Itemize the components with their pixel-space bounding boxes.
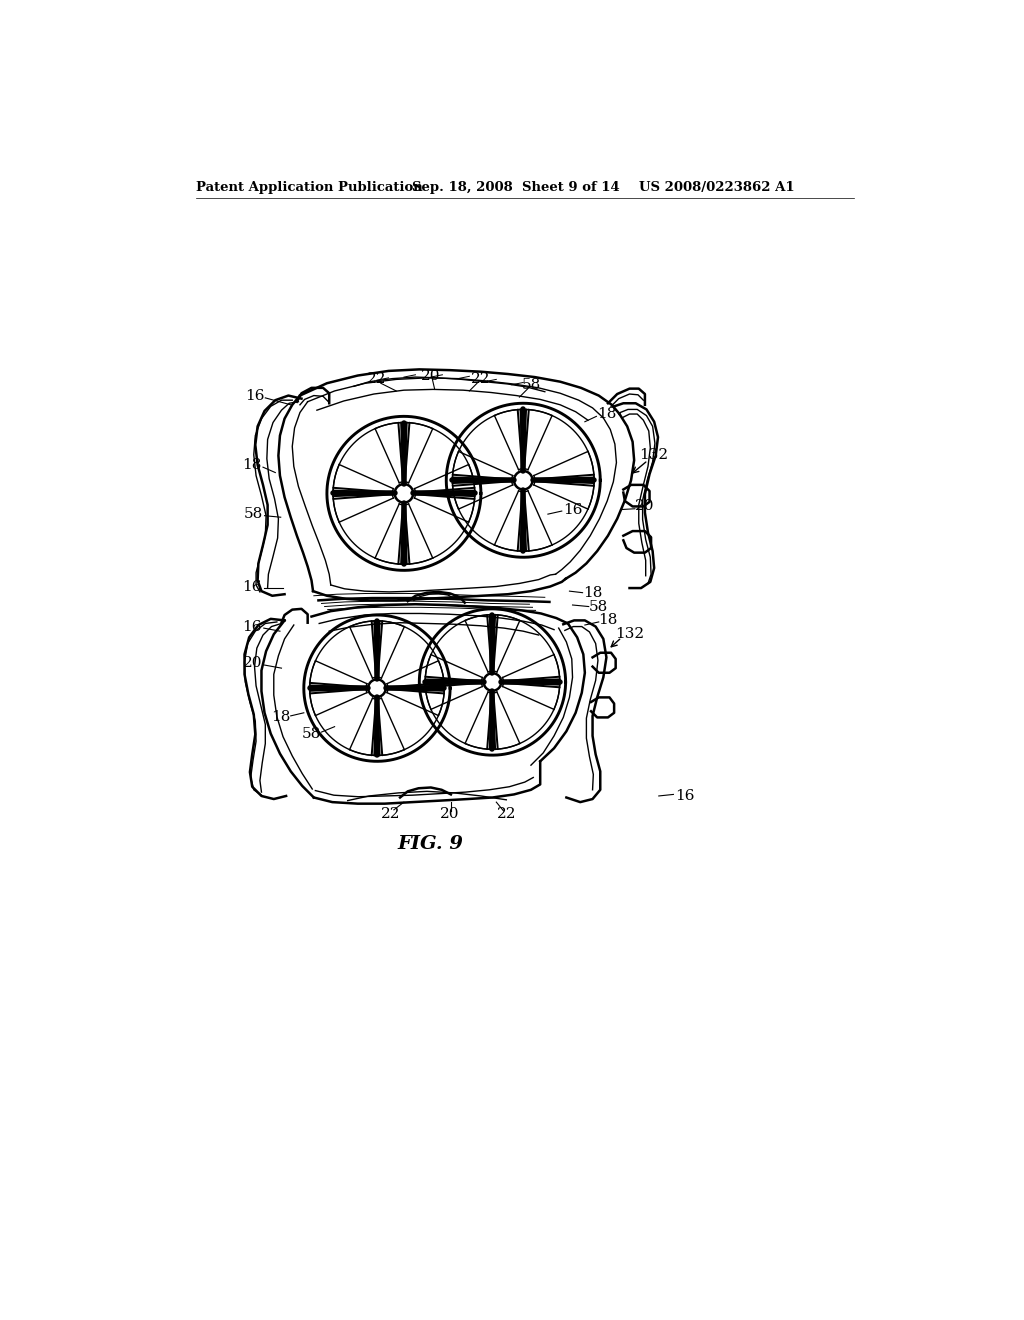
- Text: 58: 58: [244, 507, 263, 521]
- Text: 58: 58: [302, 727, 322, 742]
- Text: 20: 20: [421, 368, 440, 383]
- Text: 20: 20: [243, 656, 262, 669]
- Text: 20: 20: [440, 808, 460, 821]
- Text: Patent Application Publication: Patent Application Publication: [196, 181, 423, 194]
- Text: 22: 22: [471, 372, 490, 387]
- Text: 16: 16: [246, 388, 265, 403]
- Text: 20: 20: [635, 499, 654, 513]
- Text: FIG. 9: FIG. 9: [398, 834, 464, 853]
- Text: 22: 22: [368, 372, 387, 387]
- Text: 58: 58: [589, 599, 608, 614]
- Text: 58: 58: [521, 378, 541, 392]
- Text: 132: 132: [640, 447, 669, 462]
- Text: 18: 18: [583, 586, 602, 601]
- Text: 16: 16: [563, 503, 583, 516]
- Text: Sep. 18, 2008  Sheet 9 of 14: Sep. 18, 2008 Sheet 9 of 14: [412, 181, 620, 194]
- Text: 16: 16: [242, 581, 261, 594]
- Text: 132: 132: [615, 627, 644, 642]
- Text: 18: 18: [243, 458, 262, 471]
- Text: 16: 16: [243, 619, 262, 634]
- Text: 18: 18: [598, 614, 617, 627]
- Text: 16: 16: [675, 789, 694, 803]
- Text: 18: 18: [271, 710, 291, 725]
- Text: 22: 22: [497, 808, 516, 821]
- Text: 22: 22: [381, 808, 400, 821]
- Text: US 2008/0223862 A1: US 2008/0223862 A1: [639, 181, 795, 194]
- Text: 18: 18: [597, 407, 616, 421]
